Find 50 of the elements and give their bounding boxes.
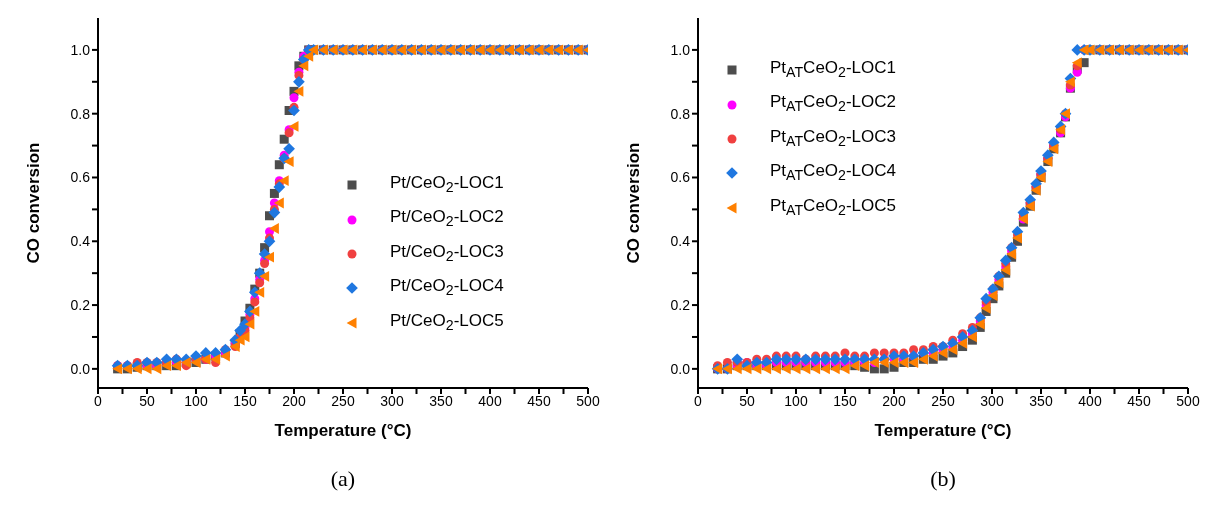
- x-tick-label: 200: [282, 392, 306, 409]
- legend-label: Pt/CeO$_{2}$-LOC5: [390, 309, 504, 335]
- legend-label: Pt$_{AT}$CeO$_{2}$-LOC3: [770, 125, 897, 152]
- text: (b): [929, 466, 957, 492]
- x-axis-title: Temperature (°C): [874, 421, 1012, 440]
- x-tick-label: 50: [739, 392, 755, 409]
- y-tick-label: 0.2: [670, 297, 691, 314]
- x-tick-label: 300: [380, 392, 404, 409]
- x-tick-label: 250: [331, 392, 355, 409]
- y-axis-title: CO conversion: [624, 142, 644, 264]
- x-tick-label: 150: [233, 392, 257, 409]
- x-tick-label: 450: [1127, 392, 1151, 409]
- x-tick-label: 500: [576, 392, 600, 409]
- x-tick-label: 100: [784, 392, 808, 409]
- x-tick-label: 400: [478, 392, 502, 409]
- legend-label: Pt$_{AT}$CeO$_{2}$-LOC5: [770, 194, 897, 220]
- y-tick-label: 0.4: [70, 233, 91, 250]
- x-tick-label: 100: [184, 392, 208, 409]
- y-tick-label: 0.2: [70, 297, 91, 314]
- legend-label: Pt$_{AT}$CeO$_{2}$-LOC1: [770, 57, 897, 83]
- y-tick-label: 1.0: [70, 41, 91, 58]
- legend-label: Pt/CeO$_{2}$-LOC3: [390, 240, 504, 267]
- legend-label: Pt/CeO$_{2}$-LOC4: [390, 275, 504, 301]
- legend-label: Pt/CeO$_{2}$-LOC2: [390, 206, 504, 232]
- x-tick-label: 300: [980, 392, 1004, 409]
- x-tick-label: 500: [1176, 392, 1200, 409]
- x-tick-label: 350: [1029, 392, 1053, 409]
- x-tick-label: 200: [882, 392, 906, 409]
- legend-label: Pt$_{AT}$CeO$_{2}$-LOC2: [770, 91, 897, 117]
- legend-label: Pt$_{AT}$CeO$_{2}$-LOC4: [770, 160, 897, 186]
- y-tick-label: 0.0: [670, 360, 691, 377]
- x-tick-label: 0: [694, 392, 703, 409]
- y-tick-label: 0.8: [670, 105, 691, 122]
- x-tick-label: 450: [527, 392, 551, 409]
- y-tick-label: 0.6: [670, 169, 691, 186]
- y-tick-label: 0.8: [70, 105, 91, 122]
- x-tick-label: 250: [931, 392, 955, 409]
- legend-label: Pt/CeO$_{2}$-LOC1: [390, 172, 504, 198]
- y-tick-label: 1.0: [670, 41, 691, 58]
- x-axis-title: Temperature (°C): [274, 421, 412, 440]
- x-tick-label: 400: [1078, 392, 1102, 409]
- y-tick-label: 0.6: [70, 169, 91, 186]
- y-axis-title: CO conversion: [24, 142, 44, 264]
- x-tick-label: 350: [429, 392, 453, 409]
- y-tick-label: 0.4: [670, 233, 691, 250]
- x-tick-label: 150: [833, 392, 857, 409]
- x-tick-label: 50: [139, 392, 155, 409]
- x-tick-label: 0: [94, 392, 103, 409]
- y-tick-label: 0.0: [70, 360, 91, 377]
- text: (a): [329, 466, 357, 492]
